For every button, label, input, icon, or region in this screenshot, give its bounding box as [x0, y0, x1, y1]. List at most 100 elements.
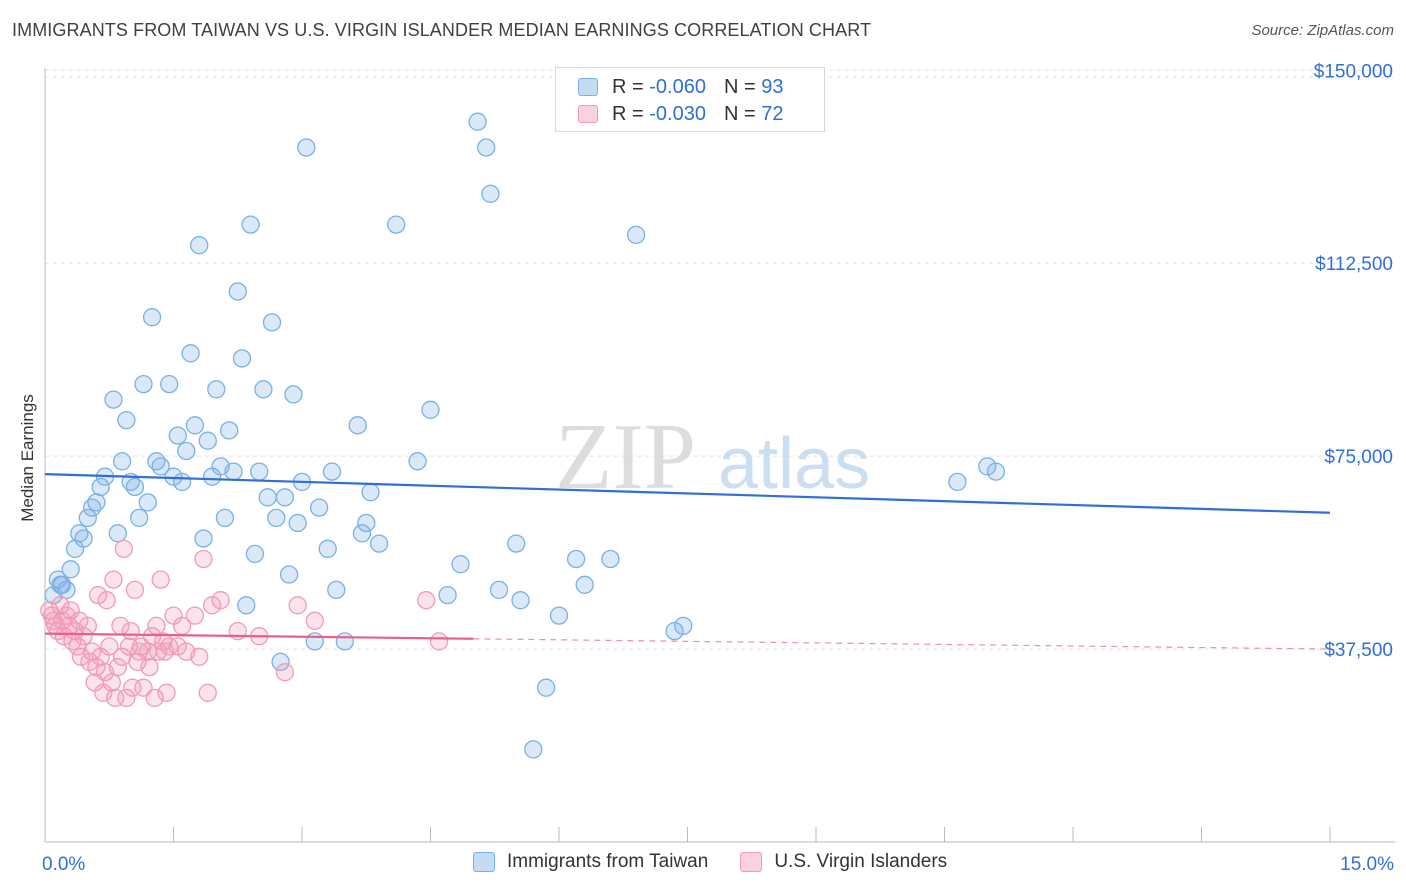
taiwan-point: [245, 544, 265, 564]
virgin-islander-point: [151, 570, 170, 589]
virgin-islander-point: [125, 580, 145, 600]
virgin-islander-point: [87, 657, 106, 677]
legend-swatch-taiwan: [578, 78, 598, 96]
virgin-islander-point: [417, 591, 436, 610]
taiwan-point: [125, 477, 145, 497]
series-legend-item-taiwan[interactable]: Immigrants from Taiwan: [473, 851, 708, 873]
taiwan-point: [228, 282, 247, 301]
taiwan-point: [262, 313, 282, 332]
taiwan-point: [117, 410, 136, 430]
virgin-islander-point: [211, 591, 230, 610]
taiwan-point: [284, 385, 303, 404]
virgin-islander-point: [117, 688, 136, 708]
virgin-islander-point: [148, 642, 168, 661]
taiwan-point: [279, 565, 299, 584]
taiwan-point: [250, 462, 269, 481]
series-legend-item-virgin-islanders[interactable]: U.S. Virgin Islanders: [740, 851, 947, 873]
taiwan-point: [978, 457, 997, 476]
taiwan-point: [507, 534, 526, 553]
virgin-islander-point: [51, 596, 70, 615]
taiwan-point: [104, 390, 123, 409]
virgin-islander-point: [78, 616, 97, 636]
taiwan-point: [674, 616, 693, 636]
legend: R = -0.060 N = 93 R = -0.030 N = 72: [555, 67, 825, 132]
taiwan-point: [138, 493, 157, 512]
taiwan-point: [309, 498, 329, 517]
taiwan-point: [665, 621, 684, 641]
y-tick-label: $75,000: [1324, 447, 1393, 468]
virgin-islander-point: [157, 683, 176, 702]
virgin-islander-point: [305, 611, 324, 630]
taiwan-point: [112, 452, 132, 471]
taiwan-point: [275, 488, 295, 507]
taiwan-point: [198, 431, 217, 450]
taiwan-point: [185, 416, 205, 435]
legend-n-label: N =: [723, 75, 756, 98]
taiwan-point: [524, 740, 543, 759]
legend-r-value: -0.030: [649, 102, 706, 125]
series-label-taiwan: Immigrants from Taiwan: [507, 851, 709, 872]
taiwan-point: [318, 539, 337, 558]
virgin-islander-trend-line: [44, 632, 474, 640]
taiwan-point: [489, 580, 509, 600]
virgin-islander-point: [71, 647, 91, 666]
series-label-virgin-islanders: U.S. Virgin Islanders: [774, 851, 948, 872]
virgin-islander-trend-extension: [473, 638, 1331, 650]
taiwan-point: [224, 462, 243, 481]
taiwan-point: [387, 215, 406, 234]
virgin-islander-point: [100, 637, 119, 656]
legend-row-virgin-islanders: R = -0.030 N = 72: [578, 100, 783, 128]
taiwan-point: [626, 225, 646, 245]
taiwan-point: [986, 462, 1006, 481]
taiwan-point: [322, 462, 342, 481]
taiwan-point: [267, 508, 286, 528]
taiwan-point: [241, 215, 260, 234]
taiwan-point: [108, 524, 127, 543]
virgin-islander-point: [145, 688, 164, 708]
virgin-islander-point: [97, 591, 116, 610]
taiwan-point: [61, 560, 80, 579]
y-axis-label: Median Earnings: [18, 394, 37, 522]
virgin-islander-point: [102, 673, 121, 692]
trend-lines: [44, 473, 1331, 650]
taiwan-point: [74, 529, 93, 548]
taiwan-point: [536, 678, 556, 697]
taiwan-point: [254, 380, 273, 399]
legend-row-taiwan: R = -0.060 N = 93: [578, 73, 783, 101]
taiwan-point: [232, 349, 252, 368]
taiwan-point: [288, 513, 307, 533]
taiwan-point: [408, 452, 427, 471]
virgin-islander-point: [114, 539, 133, 558]
watermark-atlas: atlas: [718, 424, 870, 504]
taiwan-point: [335, 632, 354, 651]
taiwan-point: [237, 596, 256, 615]
taiwan-point: [369, 534, 389, 553]
x-tick-label: 0.0%: [42, 854, 85, 875]
virgin-islander-point: [202, 596, 222, 615]
virgin-islander-point: [185, 606, 205, 625]
taiwan-point: [87, 493, 106, 512]
virgin-islander-point: [429, 632, 449, 651]
taiwan-point: [352, 524, 372, 543]
taiwan-point: [361, 483, 380, 502]
virgin-islander-point: [190, 647, 209, 666]
series-swatch-virgin-islanders: [740, 852, 763, 872]
taiwan-point: [477, 138, 496, 157]
taiwan-point: [130, 508, 149, 528]
taiwan-point: [134, 374, 153, 394]
taiwan-point: [142, 308, 162, 327]
virgin-islander-point: [194, 549, 213, 569]
virgin-islander-point: [275, 663, 295, 682]
virgin-islander-point: [288, 596, 307, 615]
taiwan-point: [601, 549, 620, 569]
taiwan-point: [271, 652, 290, 672]
x-tick-label: 15.0%: [1340, 854, 1394, 875]
taiwan-point: [215, 508, 235, 528]
taiwan-point: [220, 421, 239, 440]
legend-r-label: R =: [612, 102, 644, 125]
taiwan-point: [258, 488, 277, 507]
taiwan-point: [177, 441, 196, 461]
taiwan-point: [481, 184, 500, 203]
taiwan-point: [948, 472, 967, 492]
